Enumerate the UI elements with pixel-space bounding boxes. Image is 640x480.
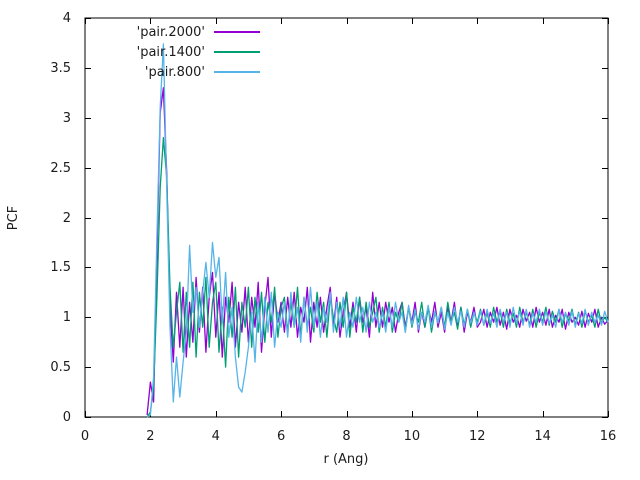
x-tick-label: 2 (146, 429, 155, 444)
x-tick-label: 0 (80, 429, 90, 444)
y-tick-label: 3 (62, 110, 71, 126)
legend-label: 'pair.1400' (136, 44, 205, 60)
x-tick-label: 14 (534, 429, 551, 444)
legend-line-swatch (214, 51, 260, 53)
y-tick-label: 0 (62, 410, 71, 425)
legend-row: 'pair.800' (85, 62, 260, 82)
legend-label: 'pair.800' (144, 64, 205, 80)
y-tick-label: 3.5 (50, 60, 71, 76)
legend: 'pair.2000' 'pair.1400' 'pair.800' (85, 22, 260, 82)
x-tick-label: 10 (403, 429, 421, 444)
legend-row: 'pair.2000' (85, 22, 260, 42)
series-line-pair.2000 (146, 87, 609, 416)
series-line-pair.800 (146, 43, 609, 418)
x-tick-label: 16 (599, 429, 617, 444)
legend-line-swatch (214, 71, 260, 73)
y-tick-label: 4 (62, 11, 71, 26)
x-tick-label: 8 (342, 429, 351, 444)
x-tick-label: 12 (468, 429, 486, 444)
legend-line-swatch (214, 31, 260, 33)
y-tick-label: 2.5 (50, 160, 71, 176)
y-tick-label: 2 (62, 210, 71, 226)
series-line-pair.1400 (146, 137, 609, 418)
x-axis-title: r (Ang) (323, 452, 369, 467)
y-tick-label: 1.5 (50, 260, 71, 276)
y-tick-label: 1 (62, 310, 71, 326)
legend-row: 'pair.1400' (85, 42, 260, 62)
plot-border (84, 17, 609, 418)
legend-label: 'pair.2000' (136, 24, 205, 40)
y-tick-label: 0.5 (50, 360, 71, 376)
x-tick-label: 4 (211, 429, 220, 444)
x-tick-label: 6 (276, 429, 286, 444)
